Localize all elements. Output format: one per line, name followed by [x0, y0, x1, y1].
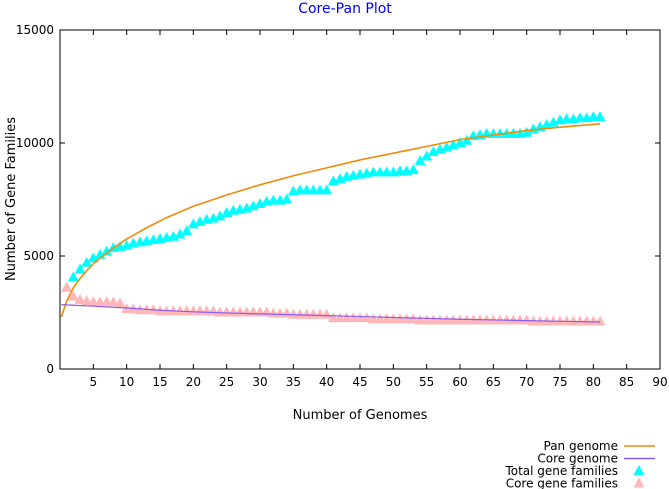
x-tick-label: 40	[319, 375, 334, 389]
x-tick-label: 85	[619, 375, 634, 389]
x-axis-label: Number of Genomes	[293, 408, 428, 423]
legend-label: Core gene families	[506, 477, 618, 489]
core-gene-families-point	[521, 314, 533, 325]
total-gene-families-point	[281, 193, 293, 204]
core-gene-families-point	[74, 294, 86, 305]
total-gene-families-point	[181, 225, 193, 236]
core-gene-families-point	[594, 315, 606, 326]
x-tick-label: 50	[386, 375, 401, 389]
x-tick-label: 5	[90, 375, 98, 389]
x-tick-label: 30	[252, 375, 267, 389]
total-gene-families-point	[87, 252, 99, 263]
total-gene-families-point	[214, 210, 226, 221]
total-gene-families-point	[81, 256, 93, 267]
core-gene-families-point	[321, 308, 333, 319]
x-tick-label: 75	[552, 375, 567, 389]
x-tick-label: 15	[152, 375, 167, 389]
core-gene-families-point	[114, 297, 126, 308]
legend-label: Pan genome	[544, 439, 619, 453]
x-tick-label: 80	[586, 375, 601, 389]
core-gene-families-point	[107, 296, 119, 307]
total-gene-families-point	[421, 150, 433, 161]
core-gene-families-point	[81, 295, 93, 306]
chart-title: Core-Pan Plot	[298, 1, 392, 17]
y-tick-label: 5000	[23, 249, 54, 263]
total-gene-families-point	[101, 245, 113, 256]
y-axis-label: Number of Gene Families	[4, 117, 19, 281]
y-tick-label: 0	[46, 362, 54, 376]
total-gene-families-point	[414, 155, 426, 166]
total-gene-families-point	[67, 271, 79, 282]
y-tick-label: 15000	[16, 23, 54, 37]
x-tick-label: 65	[486, 375, 501, 389]
x-tick-label: 25	[219, 375, 234, 389]
legend-label: Total gene families	[504, 464, 618, 478]
pan-genome-line	[60, 122, 601, 318]
x-tick-label: 90	[652, 375, 667, 389]
series-points	[61, 111, 606, 326]
x-tick-label: 70	[519, 375, 534, 389]
total-gene-families-point	[407, 164, 419, 175]
x-tick-label: 45	[352, 375, 367, 389]
x-tick-label: 55	[419, 375, 434, 389]
total-gene-families-point	[521, 126, 533, 137]
total-gene-families-point	[461, 134, 473, 145]
x-tick-label: 60	[452, 375, 467, 389]
total-gene-families-point	[174, 228, 186, 239]
y-tick-label: 10000	[16, 136, 54, 150]
x-tick-label: 20	[186, 375, 201, 389]
core-gene-families-point	[67, 290, 79, 301]
legend-triangle-swatch	[633, 465, 645, 475]
series-lines	[60, 122, 601, 323]
total-gene-families-point	[594, 111, 606, 121]
legend-label: Core genome	[537, 452, 618, 466]
x-axis: 5 10 15 20 25 30 35 40 45 50 55 60 65 70 75 80 85 90	[90, 30, 668, 389]
total-gene-families-point	[74, 263, 86, 274]
x-tick-label: 10	[119, 375, 134, 389]
x-tick-label: 35	[286, 375, 301, 389]
y-axis: 0 5000 10000 15000	[16, 23, 660, 376]
core-gene-families-point	[61, 281, 73, 292]
legend-triangle-swatch	[633, 477, 645, 488]
core-genome-line	[61, 303, 601, 323]
total-gene-families-point	[321, 184, 333, 195]
